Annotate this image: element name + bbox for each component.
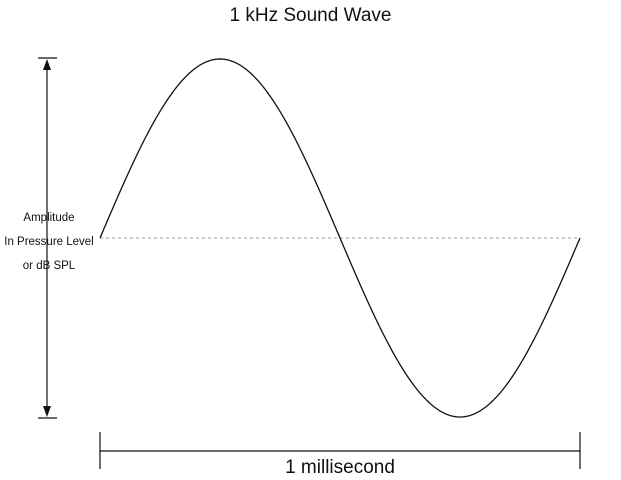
time-span-label: 1 millisecond	[285, 457, 395, 478]
amplitude-label-line-2: In Pressure Level	[4, 236, 94, 248]
sine-wave-curve	[99, 58, 581, 418]
diagram-title: 1 kHz Sound Wave	[229, 5, 392, 26]
amplitude-arrow	[38, 57, 57, 419]
amplitude-arrow-top-head	[43, 59, 51, 70]
amplitude-label-line-1: Amplitude	[23, 212, 75, 224]
amplitude-arrow-bottom-head	[43, 406, 51, 417]
amplitude-label-line-3: or dB SPL	[22, 260, 76, 272]
time-span-bracket	[99, 432, 581, 469]
